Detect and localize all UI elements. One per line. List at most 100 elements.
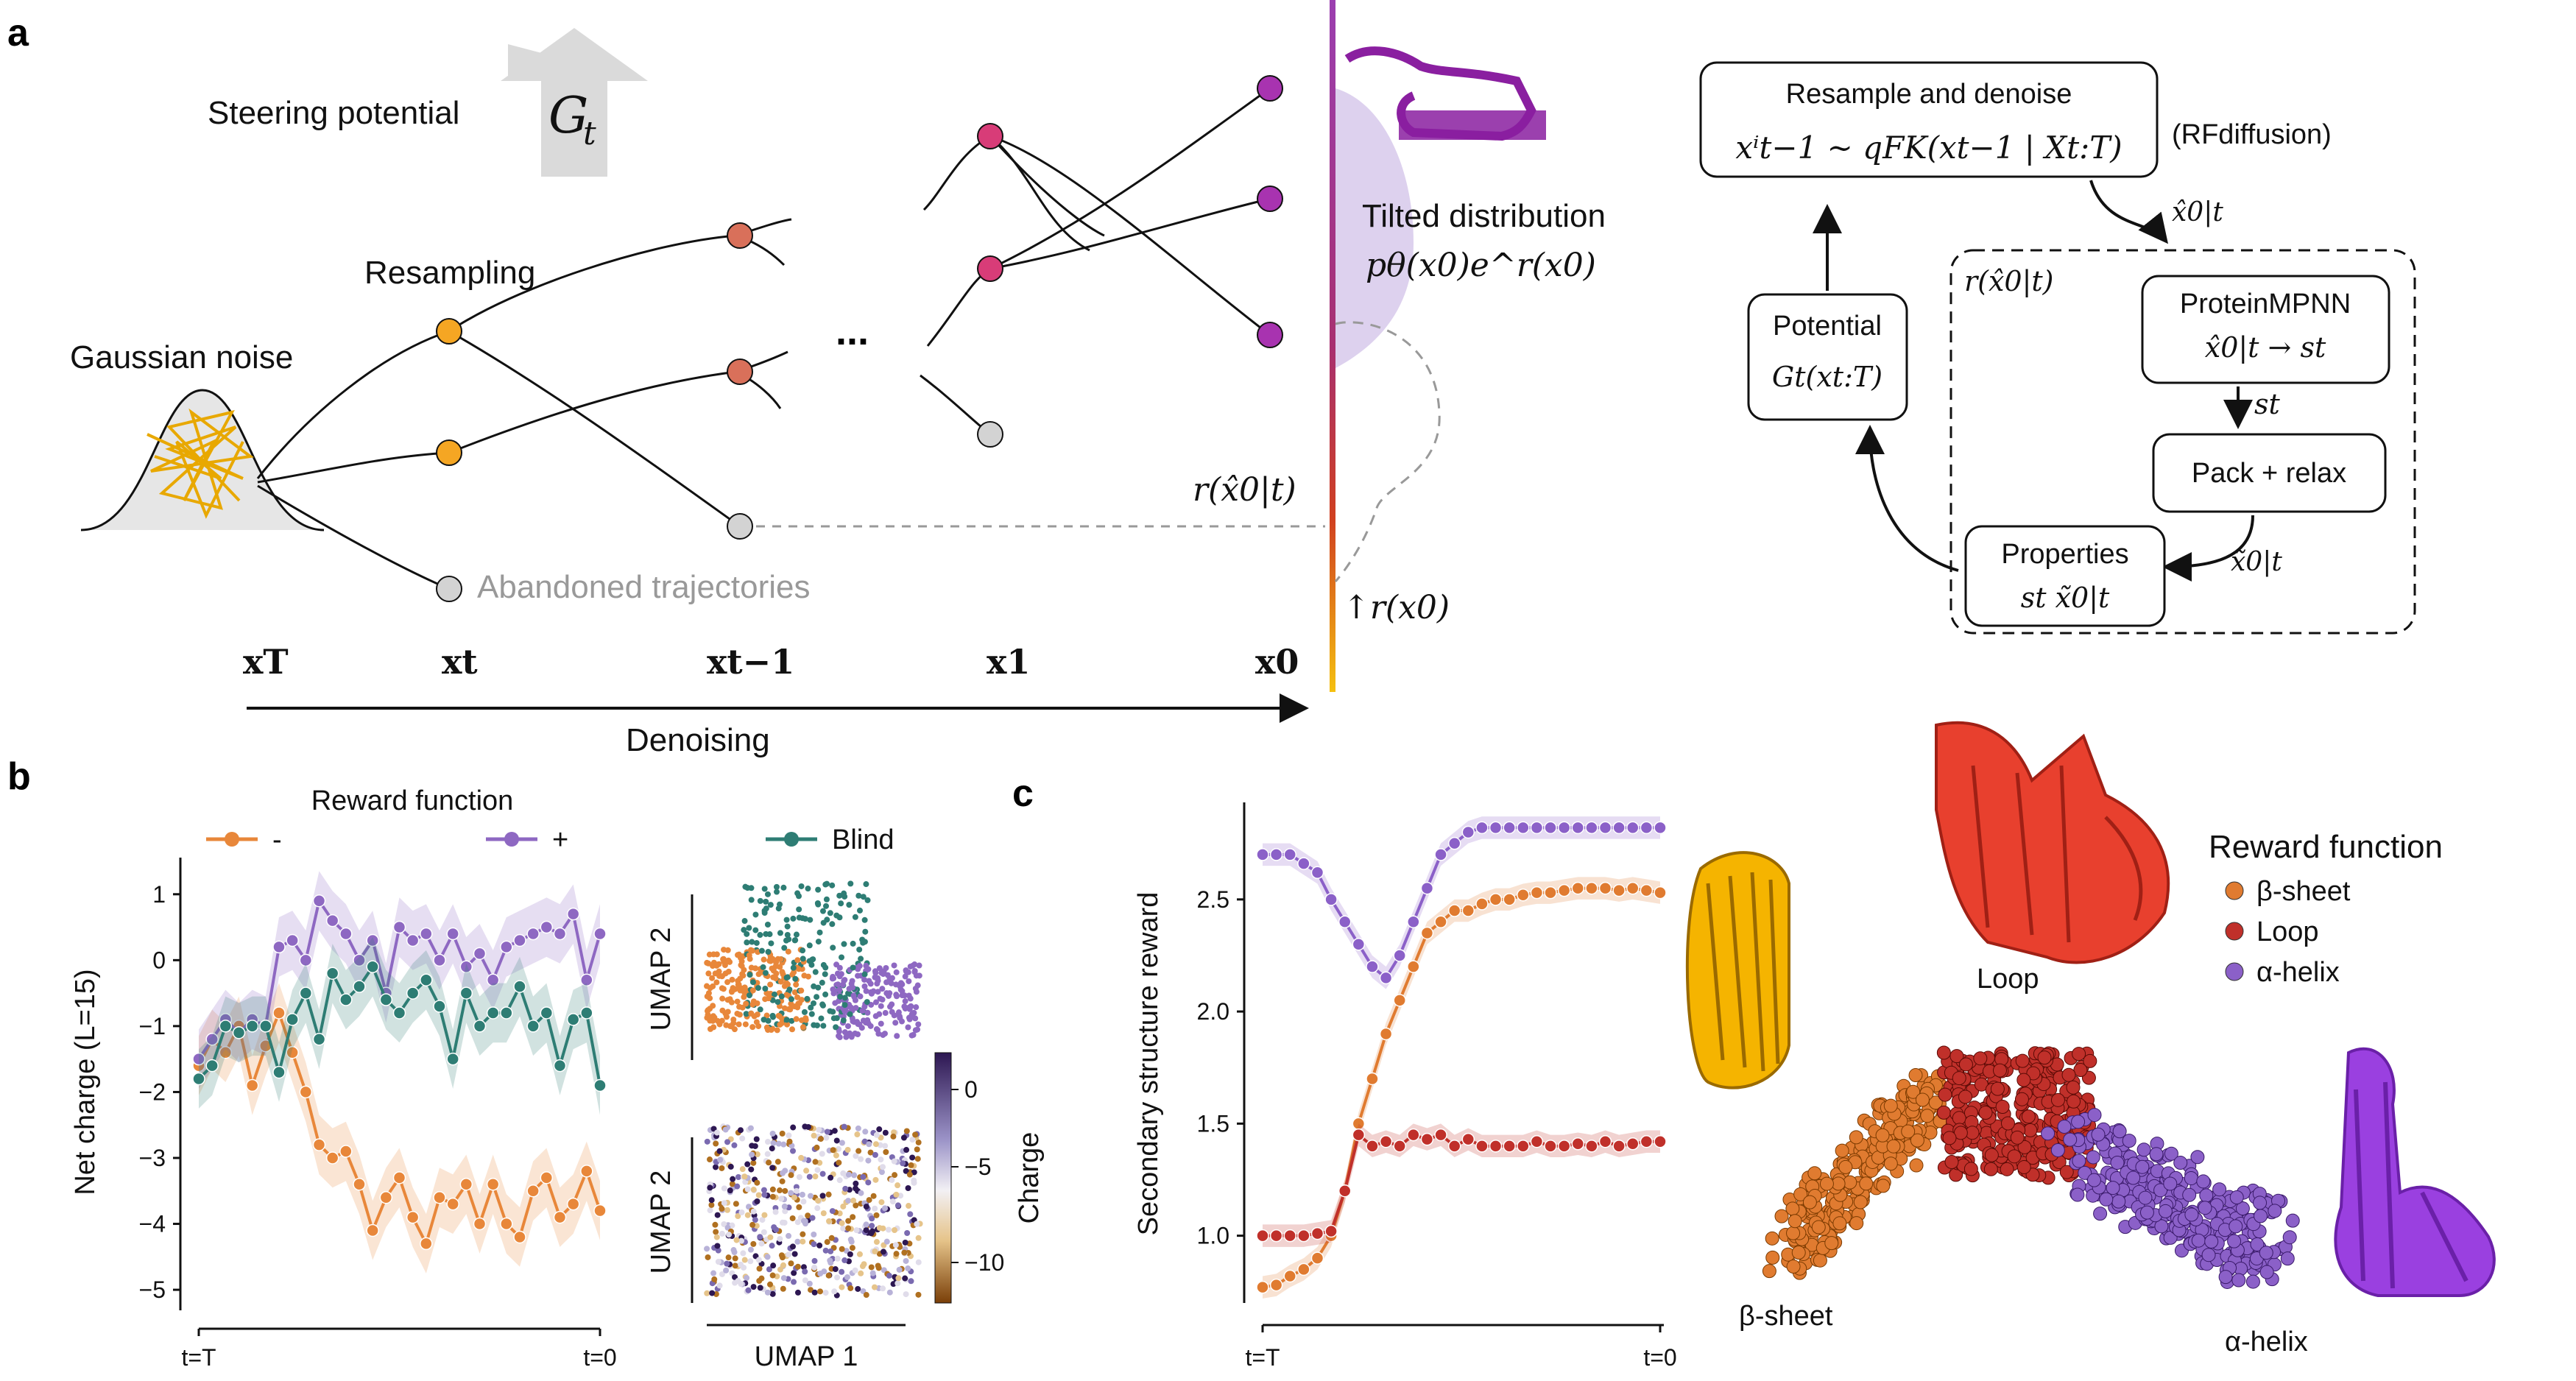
point-α-helix <box>1517 821 1530 835</box>
point-Loop <box>1434 1128 1447 1142</box>
umap-point <box>744 930 750 937</box>
umap-point <box>731 1026 738 1033</box>
umap-charge-point <box>750 1240 757 1247</box>
legend-label-2: Blind <box>832 824 894 855</box>
point-Loop <box>1489 1140 1503 1153</box>
umap-charge-point <box>863 1204 869 1210</box>
abandoned-label: Abandoned trajectories <box>477 569 811 605</box>
umap-point <box>754 1011 761 1018</box>
umap-point <box>725 968 732 975</box>
umap-charge-point <box>735 1213 741 1220</box>
umap-charge-point <box>733 1237 740 1243</box>
node-x1-2 <box>977 255 1003 282</box>
point-- <box>553 1210 567 1224</box>
point-Blind <box>232 1026 246 1039</box>
point-Blind <box>325 967 339 980</box>
umap-charge-point <box>911 1179 917 1186</box>
umap-point <box>765 1017 772 1024</box>
panel-c-x-end: t=0 <box>1643 1344 1676 1371</box>
umap-point <box>723 1022 730 1028</box>
umap-charge-point <box>757 1234 763 1240</box>
loop-point <box>2067 1094 2081 1109</box>
umap-charge-point <box>816 1126 822 1133</box>
umap-charge-point <box>845 1198 852 1204</box>
helix-point <box>2198 1201 2212 1215</box>
umap-point <box>746 992 752 999</box>
umap-point <box>912 1027 919 1034</box>
umap-charge-point <box>739 1166 746 1173</box>
umap-charge-point <box>750 1187 757 1193</box>
umap-point <box>841 995 848 1001</box>
cbar-tick-label: 0 <box>964 1076 978 1103</box>
legend-marker-2 <box>784 832 799 847</box>
point-β-sheet <box>1393 994 1406 1007</box>
umap-point <box>836 1033 842 1039</box>
umap-charge-point <box>893 1191 900 1198</box>
node-x0-3 <box>1257 322 1283 348</box>
umap-point <box>748 897 755 903</box>
tilted-distribution-title: Tilted distribution <box>1362 198 1606 234</box>
panel-b-axes <box>179 858 601 1336</box>
umap-point <box>830 990 837 997</box>
helix-point <box>2086 1173 2101 1187</box>
umap-point <box>802 916 808 922</box>
umap-charge-point <box>750 1284 757 1290</box>
umap-charge-point <box>914 1146 920 1153</box>
node-xt-1 <box>436 318 462 345</box>
umap-point <box>905 1024 911 1031</box>
umap-charge-point <box>790 1124 797 1131</box>
umap-charge-point <box>745 1287 752 1293</box>
umap-point <box>781 944 788 951</box>
umap-point <box>777 956 784 963</box>
umap-point <box>793 981 800 988</box>
band-Blind <box>199 936 600 1115</box>
loop-point <box>2061 1067 2076 1082</box>
umap-charge-point <box>889 1198 896 1205</box>
umap-point <box>796 966 802 972</box>
point-α-helix <box>1585 821 1598 835</box>
point-+ <box>459 960 473 974</box>
umap-point <box>891 1012 897 1019</box>
helix-point <box>2099 1192 2114 1207</box>
umap-charge-point <box>872 1141 879 1148</box>
umap-y-label-top: UMAP 2 <box>646 928 677 1031</box>
umap-charge-point <box>896 1266 903 1273</box>
umap-point <box>883 979 890 986</box>
point-Loop <box>1297 1229 1310 1243</box>
loop-point <box>2014 1092 2029 1106</box>
umap-point <box>891 962 897 969</box>
umap-charge-point <box>906 1171 913 1178</box>
umap-charge-point <box>767 1234 774 1240</box>
umap-point <box>763 905 769 912</box>
pack-relax-box <box>2152 433 2387 513</box>
umap-point <box>888 980 894 986</box>
umap-point <box>729 988 735 995</box>
loop-point <box>2026 1066 2041 1081</box>
umap-charge-point <box>726 1232 733 1238</box>
umap-charge-point <box>912 1131 919 1138</box>
umap-point <box>791 937 798 944</box>
helix-point <box>2057 1119 2072 1134</box>
umap-point <box>852 1030 858 1036</box>
sheet-point <box>1765 1250 1780 1265</box>
umap-point <box>902 973 908 980</box>
loop-point <box>2015 1053 2030 1068</box>
point-+ <box>420 927 433 941</box>
helix-point <box>2212 1182 2227 1197</box>
point-Blind <box>245 1020 259 1033</box>
umap-charge-point <box>732 1262 738 1269</box>
colorbar-ticks: 0 −5 −10 <box>951 1076 1004 1276</box>
panel-c-x-start: t=T <box>1245 1344 1280 1371</box>
helix-point <box>2173 1156 2188 1170</box>
helix-point <box>2218 1270 2233 1285</box>
umap-charge-point <box>915 1291 922 1298</box>
point-+ <box>500 940 513 954</box>
point-Loop <box>1654 1134 1667 1148</box>
umap-point <box>830 975 837 981</box>
helix-point <box>2280 1251 2295 1266</box>
umap-point <box>815 886 822 893</box>
sheet-point <box>1843 1175 1857 1190</box>
umap-charge-point <box>811 1257 818 1264</box>
sheet-point <box>1774 1209 1789 1223</box>
sheet-point <box>1886 1139 1901 1154</box>
